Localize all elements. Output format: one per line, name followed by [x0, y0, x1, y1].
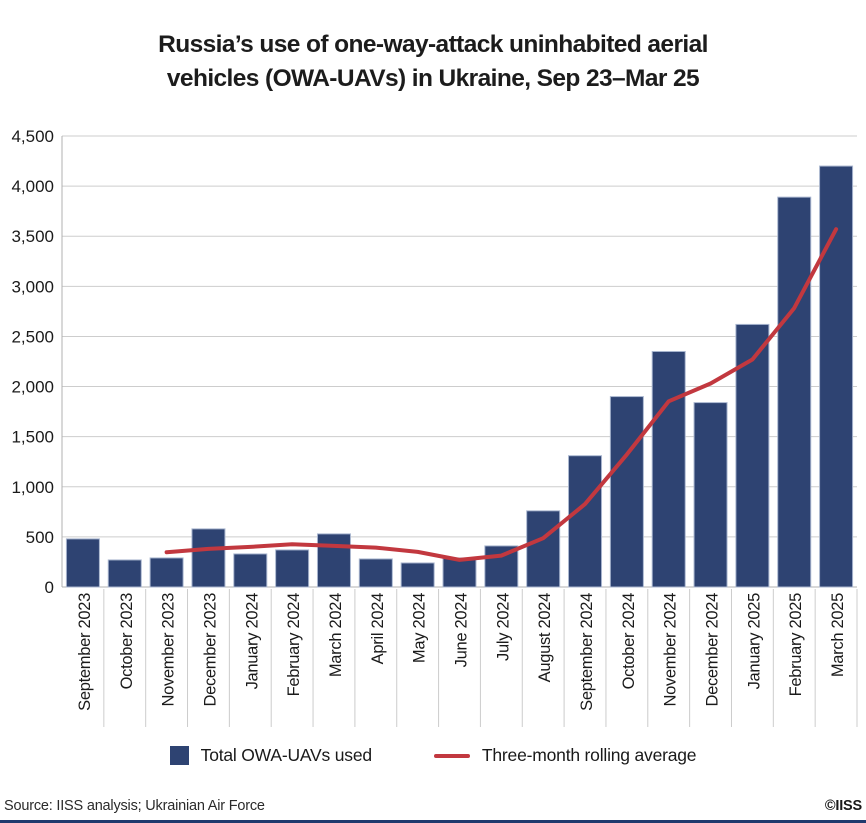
bar: [65, 538, 100, 588]
line-series-label: Three-month rolling average: [481, 745, 697, 766]
page-title-line1: Russia’s use of one-way-attack uninhabit…: [158, 31, 708, 59]
y-tick-label: 1,000: [11, 478, 54, 497]
bar: [568, 455, 603, 588]
y-tick-label: 3,000: [11, 278, 54, 297]
y-tick-label: 4,500: [11, 127, 54, 146]
bar: [651, 351, 686, 588]
bar: [107, 559, 142, 588]
x-tick-label: December 2024: [704, 593, 722, 707]
x-tick-label: November 2024: [662, 593, 680, 707]
bar: [777, 197, 812, 588]
page-title-line2: vehicles (OWA-UAVs) in Ukraine, Sep 23–M…: [166, 64, 700, 92]
x-tick-label: March 2025: [829, 593, 847, 677]
x-tick-label: June 2024: [453, 593, 471, 667]
bar: [400, 562, 435, 588]
y-tick-label: 4,000: [11, 178, 54, 197]
x-tick-label: January 2025: [745, 593, 763, 690]
bar: [819, 166, 854, 588]
legend-item-line: Three-month rolling average: [433, 745, 697, 766]
x-tick-label: March 2024: [327, 593, 345, 677]
y-tick-label: 2,000: [11, 378, 54, 397]
footer: Source: IISS analysis; Ukrainian Air For…: [4, 798, 862, 814]
y-tick-label: 500: [26, 528, 54, 547]
x-tick-label: August 2024: [536, 593, 554, 682]
x-tick-label: May 2024: [411, 593, 429, 663]
y-tick-label: 2,500: [11, 328, 54, 347]
bar-series-swatch: [169, 746, 189, 766]
legend: Total OWA-UAVs used Three-month rolling …: [0, 745, 866, 766]
x-tick-label: December 2023: [201, 593, 219, 707]
legend-item-bars: Total OWA-UAVs used: [169, 745, 372, 766]
bar: [442, 557, 477, 588]
y-tick-label: 3,500: [11, 228, 54, 247]
rolling-average-line: [164, 227, 839, 563]
line-series-swatch: [433, 753, 470, 758]
x-tick-label: April 2024: [369, 593, 387, 664]
y-tick-label: 0: [45, 578, 54, 597]
bar: [609, 396, 644, 588]
bar: [316, 533, 351, 588]
x-tick-label: October 2024: [620, 593, 638, 690]
bar: [358, 558, 393, 588]
bar: [526, 510, 561, 588]
bar: [149, 557, 184, 588]
x-tick-label: November 2023: [160, 593, 178, 707]
x-tick-label: February 2024: [285, 593, 303, 697]
bar: [693, 402, 728, 588]
chart: 0 500 1,000 1,500 2,000 2,500 3,000 3,500 4,000 4…: [11, 127, 858, 728]
x-tick-label: October 2023: [118, 593, 136, 690]
bar: [191, 528, 226, 588]
x-tick-label: July 2024: [494, 593, 512, 661]
copyright-credit: ©IISS: [824, 798, 862, 815]
bar: [275, 549, 310, 588]
source-note: Source: IISS analysis; Ukrainian Air For…: [4, 798, 265, 815]
y-tick-label: 1,500: [11, 428, 54, 447]
page-title: Russia’s use of one-way-attack uninhabit…: [0, 16, 866, 95]
x-tick-label: September 2023: [76, 593, 94, 711]
bar: [233, 553, 268, 588]
x-tick-label: September 2024: [578, 593, 596, 711]
x-tick-label: January 2024: [243, 593, 261, 690]
x-tick-label: February 2025: [787, 593, 805, 697]
bar-series-label: Total OWA-UAVs used: [200, 745, 372, 766]
bar: [735, 324, 770, 588]
